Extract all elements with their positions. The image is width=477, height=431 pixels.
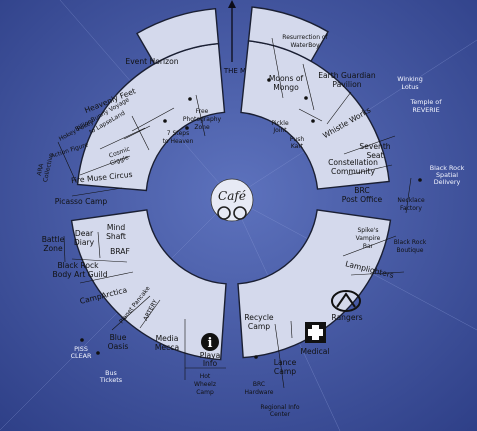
camp-label-seven-steps-2: to Heaven — [163, 138, 194, 145]
leader-dot — [163, 119, 167, 123]
camp-label-bus-1: Bus — [105, 369, 117, 377]
camp-label-dear-2: Diary — [74, 238, 95, 247]
camp-label-piss-1: PISS — [74, 345, 88, 353]
leader-dot — [304, 96, 308, 100]
camp-label-battle-1: Battle — [42, 235, 65, 244]
camp-label-hotwheelz-1: Hot — [200, 373, 211, 380]
leader-dot — [267, 78, 271, 82]
leader-dot — [80, 338, 84, 342]
block-lower-right — [237, 209, 392, 359]
camp-label-blue-1: Blue — [110, 333, 127, 342]
rangers-logo-icon — [331, 290, 361, 312]
camp-label-media-2: Mecca — [155, 343, 179, 352]
cafe-logo-icon: Café — [210, 178, 254, 222]
info-icon: i — [201, 333, 219, 351]
camp-label-free-photo-2: Photography — [183, 116, 222, 123]
camp-label-seven-steps-1: 7 Steps — [167, 130, 190, 137]
leader-dot — [185, 126, 189, 130]
cafe-logo-text: Café — [218, 189, 246, 203]
camp-label-event-horizon: Event Horizon — [125, 57, 178, 66]
leader-dot — [96, 351, 100, 355]
svg-text:i: i — [208, 336, 213, 351]
camp-label-constellation-1: Constellation — [328, 158, 378, 167]
camp-label-blue-2: Oasis — [108, 342, 129, 351]
camp-label-battle-2: Zone — [43, 244, 63, 253]
camp-label-resurrection-1: Resurrection of — [282, 34, 328, 41]
camp-label-free-photo-1: Free — [196, 108, 209, 115]
camp-label-recycle-1: Recycle — [244, 313, 274, 322]
camp-label-dear-1: Dear — [75, 229, 94, 238]
camp-label-winking-1: Winking — [397, 75, 423, 83]
camp-label-boutique-2: Boutique — [397, 247, 424, 254]
camp-label-hotwheelz-3: Camp — [196, 389, 214, 396]
camp-label-picasso: Picasso Camp — [55, 197, 108, 206]
camp-label-pickle-2: Joint — [272, 127, 287, 134]
camp-label-free-photo-3: Zone — [194, 124, 210, 131]
camp-label-medical: Medical — [300, 347, 329, 356]
camp-label-spikes-3: Bar — [363, 243, 374, 250]
camp-label-pickle-1: Pickle — [271, 120, 289, 127]
camp-label-mind-1: Mind — [107, 223, 125, 232]
camp-label-necklace-2: Factory — [400, 205, 422, 212]
camp-label-seventh-2: Seat — [366, 151, 383, 160]
camp-label-resurrection-2: WaterBoy — [290, 42, 320, 49]
camp-label-mind-2: Shaft — [106, 232, 126, 241]
camp-label-lance-1: Lance — [274, 358, 297, 367]
camp-label-hardware-1: BRC — [253, 381, 265, 388]
camp-label-boutique-1: Black Rock — [394, 239, 427, 246]
camp-label-brc-post-2: Post Office — [342, 195, 383, 204]
leader-dot — [418, 178, 422, 182]
leader-dot — [188, 97, 192, 101]
camp-label-hardware-2: Hardware — [245, 389, 274, 396]
camp-label-rangers: Rangers — [331, 313, 362, 322]
to-the-man-label: TO THE MAN — [211, 67, 256, 75]
block-resurrection — [247, 6, 329, 63]
camp-label-brag-1: Black Rock — [57, 261, 99, 270]
partition-lines — [57, 37, 412, 389]
camp-label-braf: BRAF — [110, 247, 130, 256]
camp-label-playa-2: Info — [203, 359, 218, 368]
camp-label-spatial-2: Spatial — [436, 171, 458, 179]
leader-dot — [254, 355, 258, 359]
camp-label-temple-2: REVERIE — [412, 106, 439, 114]
camp-label-regional-1: Regional Info — [260, 404, 299, 411]
camp-label-media-1: Media — [156, 334, 179, 343]
north-arrow-icon — [228, 0, 236, 62]
camp-label-brag-2: Body Art Guild — [52, 270, 107, 279]
camp-label-ara-collective-1: ARA — [36, 162, 46, 176]
medical-cross-icon — [305, 322, 326, 343]
camp-label-bus-2: Tickets — [99, 376, 123, 384]
camp-label-push-2: Kart — [291, 143, 304, 150]
block-event-horizon — [136, 7, 220, 65]
camp-label-hotwheelz-2: Wheelz — [194, 381, 216, 388]
camp-label-regional-2: Center — [270, 411, 291, 418]
camp-label-spatial-3: Delivery — [434, 178, 461, 186]
camp-label-spatial-1: Black Rock — [430, 164, 465, 172]
camp-label-spikes-1: Spike's — [357, 227, 378, 234]
camp-label-necklace-1: Necklace — [397, 197, 425, 204]
camp-label-winking-2: Lotus — [401, 83, 419, 91]
camp-label-piss-2: CLEAR — [71, 352, 92, 360]
camp-label-constellation-2: Community — [331, 167, 375, 176]
leader-dot — [311, 119, 315, 123]
camp-label-seventh-1: Seventh — [359, 142, 390, 151]
camp-label-earth-guardian-1: Earth Guardian — [318, 71, 376, 80]
camp-label-earth-guardian-2: Pavilion — [332, 80, 361, 89]
camp-label-moons-1: Moons of — [269, 74, 304, 83]
camp-label-moons-2: Mongo — [273, 83, 299, 92]
camp-label-lance-2: Camp — [274, 367, 296, 376]
camp-label-playa-1: Playa — [200, 351, 221, 360]
block-lower-left — [70, 209, 227, 361]
camp-label-spikes-2: Vampire — [356, 235, 381, 242]
camp-label-push-1: Push — [290, 136, 304, 143]
camp-label-recycle-2: Camp — [248, 322, 270, 331]
camp-label-brc-post-1: BRC — [354, 186, 369, 195]
camp-label-temple-1: Temple of — [410, 98, 443, 106]
